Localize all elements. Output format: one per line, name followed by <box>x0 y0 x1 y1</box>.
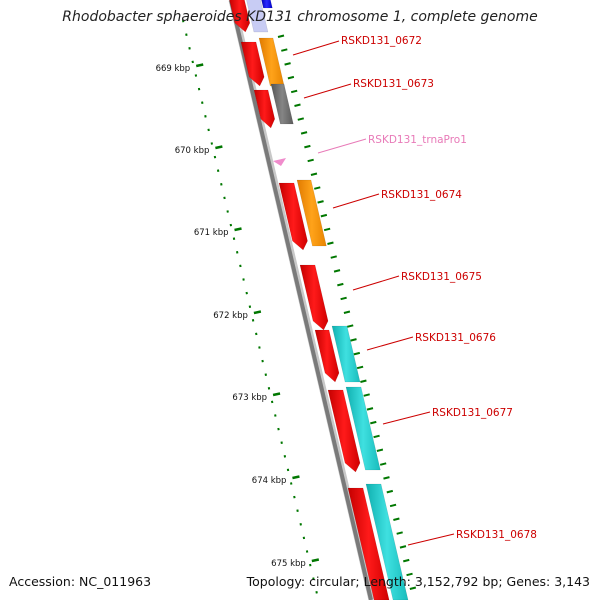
outer-track-dot <box>288 77 294 79</box>
scale-ticks: 669 kbp 670 kbp 671 kbp 672 kbp 673 kbp 674 k… <box>156 64 319 569</box>
features <box>229 0 408 600</box>
outer-track-dot <box>327 243 333 245</box>
outer-track-dot <box>393 519 399 521</box>
outer-track-dot <box>294 105 300 107</box>
gene-label: RSKD131_0674 <box>381 189 462 201</box>
summary-text: Topology: circular; Length: 3,152,792 bp… <box>247 574 590 589</box>
outer-track-dot <box>334 270 340 272</box>
gene-label: RSKD131_trnaPro1 <box>368 134 467 146</box>
outer-track-dot <box>347 325 353 327</box>
outer-track-dot <box>370 422 376 424</box>
outer-track-dot <box>344 312 350 314</box>
outer-track-dot <box>298 118 304 120</box>
gene-label: RSKD131_0672 <box>341 35 422 47</box>
outer-track-dot <box>351 339 357 341</box>
gene-labels: RSKD131_0672 RSKD131_0673 RSKD131_trnaPro1… <box>293 35 537 545</box>
gene-label-connector <box>383 412 430 424</box>
gene-label: RSKD131_0673 <box>353 78 434 90</box>
outer-track-dot <box>387 491 393 493</box>
outer-track-dot <box>403 560 409 562</box>
outer-track-dot <box>357 367 363 369</box>
outer-track-dot <box>301 132 307 134</box>
outer-track-dot <box>318 201 324 203</box>
outer-track-dot <box>331 256 337 258</box>
gene-label: RSKD131_0675 <box>401 271 482 283</box>
trna-block <box>273 158 286 166</box>
scale-tick-label: 671 kbp <box>194 228 229 238</box>
gene-label-connector <box>353 276 399 290</box>
gene-label-connector <box>318 139 366 153</box>
gene-label: RSKD131_0676 <box>415 332 496 344</box>
scale-tick <box>292 477 299 479</box>
outer-track-dot <box>367 408 373 410</box>
scale-tick <box>196 65 203 67</box>
scale-tick-label: 675 kbp <box>271 559 306 569</box>
scale-tick-label: 672 kbp <box>213 311 248 321</box>
outer-track-dot <box>354 353 360 355</box>
scale-tick-label: 673 kbp <box>232 393 267 403</box>
gene-label-connector <box>333 194 379 208</box>
scale-tick-label: 670 kbp <box>175 146 210 156</box>
gene-label-connector <box>408 534 454 545</box>
outer-track-dot <box>383 477 389 479</box>
gene-label: RSKD131_0678 <box>456 529 537 541</box>
outer-track-dot <box>380 463 386 465</box>
outer-track-dot <box>364 394 370 396</box>
scale-tick <box>254 312 261 314</box>
outer-track-dot <box>308 160 314 162</box>
scale-tick <box>215 147 222 149</box>
gene-label-connector <box>293 41 339 55</box>
backbone-line <box>231 0 371 600</box>
gene-label-connector <box>367 337 413 350</box>
outer-track-dot <box>285 63 291 65</box>
outer-track-dot <box>281 49 287 51</box>
outer-track-dot <box>311 174 317 176</box>
outer-track-dot <box>278 36 284 38</box>
gene-label-connector <box>304 84 351 98</box>
outer-track-dot <box>377 450 383 452</box>
outer-track-dot <box>390 505 396 507</box>
gene-label: RSKD131_0677 <box>432 407 513 419</box>
scale-tick-label: 669 kbp <box>156 64 191 74</box>
scale-tick-label: 674 kbp <box>252 476 287 486</box>
outer-track-dot <box>324 229 330 231</box>
scale-tick <box>312 560 319 562</box>
outer-track-dot <box>400 546 406 548</box>
cds-block <box>261 0 272 8</box>
scale-tick <box>273 394 280 396</box>
outer-track-dot <box>337 284 343 286</box>
outer-track-dot <box>360 381 366 383</box>
scale-tick <box>235 229 242 231</box>
outer-track-dot <box>314 187 320 189</box>
outer-track-dot <box>341 298 347 300</box>
outer-track-dot <box>321 215 327 217</box>
outer-track-dot <box>291 91 297 93</box>
accession-text: Accession: NC_011963 <box>9 574 151 589</box>
outer-track-dot <box>374 436 380 438</box>
page-title: Rhodobacter sphaeroides KD131 chromosome… <box>0 9 600 25</box>
outer-track-dot <box>304 146 310 148</box>
outer-track-dot <box>397 532 403 534</box>
